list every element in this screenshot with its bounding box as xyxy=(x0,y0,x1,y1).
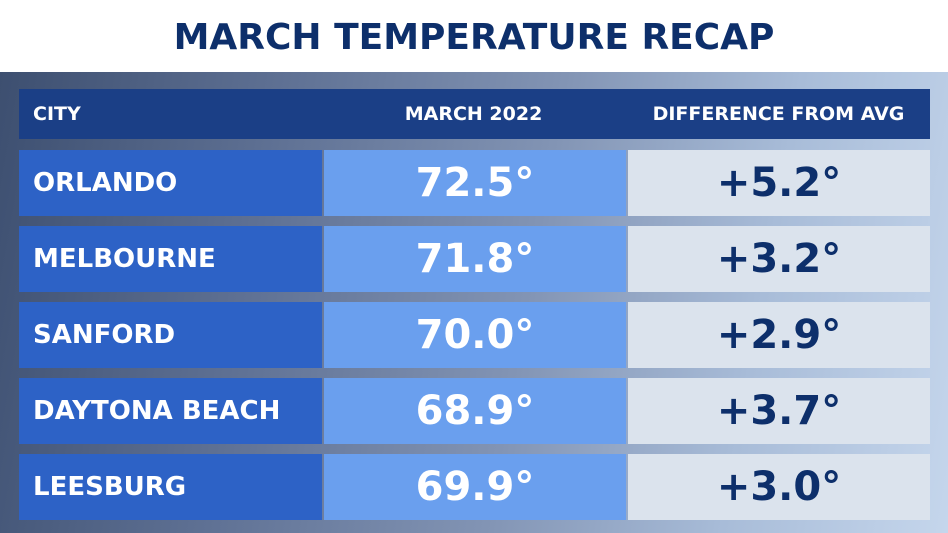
table-header: CITY MARCH 2022 DIFFERENCE FROM AVG xyxy=(19,89,930,139)
temp-cell: 70.0° xyxy=(324,302,626,368)
city-cell: MELBOURNE xyxy=(19,226,322,292)
header-difference: DIFFERENCE FROM AVG xyxy=(652,103,905,125)
temp-cell: 71.8° xyxy=(324,226,626,292)
diff-cell: +3.2° xyxy=(628,226,930,292)
header-city: CITY xyxy=(33,103,81,125)
city-cell: DAYTONA BEACH xyxy=(19,378,322,444)
header-march-2022: MARCH 2022 xyxy=(404,103,543,125)
temp-cell: 68.9° xyxy=(324,378,626,444)
city-cell: ORLANDO xyxy=(19,150,322,216)
city-cell: LEESBURG xyxy=(19,454,322,520)
diff-cell: +3.0° xyxy=(628,454,930,520)
temp-cell: 72.5° xyxy=(324,150,626,216)
table-row: MELBOURNE 71.8° +3.2° xyxy=(19,226,930,292)
title-bar: MARCH TEMPERATURE RECAP xyxy=(0,0,948,72)
page-title: MARCH TEMPERATURE RECAP xyxy=(173,17,775,58)
table-row: SANFORD 70.0° +2.9° xyxy=(19,302,930,368)
diff-cell: +2.9° xyxy=(628,302,930,368)
recap-panel: CITY MARCH 2022 DIFFERENCE FROM AVG ORLA… xyxy=(0,72,948,533)
table-row: DAYTONA BEACH 68.9° +3.7° xyxy=(19,378,930,444)
table-row: LEESBURG 69.9° +3.0° xyxy=(19,454,930,520)
city-cell: SANFORD xyxy=(19,302,322,368)
temp-cell: 69.9° xyxy=(324,454,626,520)
table-row: ORLANDO 72.5° +5.2° xyxy=(19,150,930,216)
diff-cell: +3.7° xyxy=(628,378,930,444)
diff-cell: +5.2° xyxy=(628,150,930,216)
